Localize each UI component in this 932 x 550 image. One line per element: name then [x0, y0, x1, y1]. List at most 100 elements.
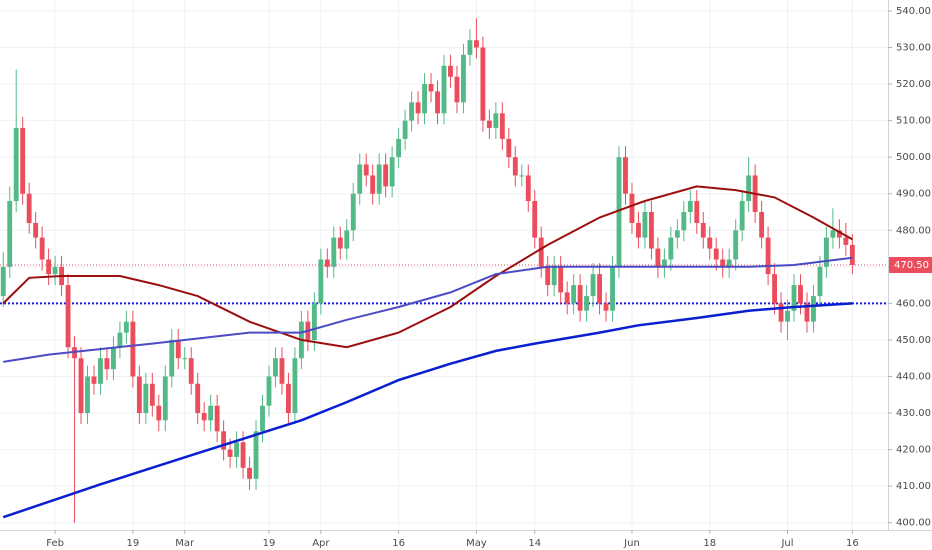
candle-body [558, 266, 564, 293]
candle-body [791, 285, 797, 311]
candle-body [253, 431, 259, 479]
candle-body [765, 237, 771, 275]
candle-body [435, 91, 440, 114]
candle-body [26, 193, 32, 223]
candle-body [681, 212, 687, 231]
candle-body [318, 259, 324, 304]
candle-body [415, 102, 421, 114]
candle-body [396, 138, 402, 158]
candle-body [195, 383, 201, 414]
candle-body [798, 285, 803, 304]
candle-body [337, 237, 343, 249]
candle-body [149, 383, 155, 406]
candle-body [169, 339, 175, 377]
candle-body [78, 358, 84, 414]
candle-body [843, 237, 849, 245]
candle-body [279, 358, 285, 384]
candle-body [616, 157, 622, 267]
candle-body [240, 442, 246, 468]
candle-body [700, 222, 706, 238]
candle-body [571, 285, 577, 304]
candle-body [370, 175, 376, 194]
y-tick-label: 480.00 [896, 225, 931, 236]
y-tick-label: 520.00 [896, 79, 931, 90]
candle-body [175, 339, 181, 359]
candle-body [98, 358, 103, 384]
candle-body [836, 230, 842, 238]
candle-body [661, 259, 667, 267]
x-tick-label: 19 [127, 538, 140, 549]
candle-body [104, 358, 110, 370]
candle-body [46, 259, 52, 275]
candle-body [91, 376, 97, 384]
candle-body [201, 413, 207, 421]
x-tick-label: Jul [780, 538, 793, 549]
candle-body [234, 442, 240, 457]
candle-body [823, 237, 829, 267]
candle-body [623, 157, 628, 194]
candle-body [655, 248, 661, 267]
candle-body [454, 76, 460, 103]
candle-body [473, 40, 479, 48]
candle-body [687, 201, 693, 212]
candle-body [350, 193, 356, 231]
candle-body [247, 467, 252, 479]
candle-body [363, 164, 369, 176]
candle-body [603, 303, 609, 311]
candle-body [7, 201, 13, 267]
candle-body [532, 201, 538, 238]
price-label-box [889, 257, 932, 273]
candle-body [480, 47, 486, 121]
candle-body [130, 321, 136, 377]
candle-body [33, 222, 39, 238]
candle-body [409, 102, 415, 121]
candle-body [577, 285, 583, 311]
x-tick-label: Apr [312, 538, 330, 549]
y-tick-label: 400.00 [896, 518, 931, 529]
y-tick-label: 490.00 [896, 189, 931, 200]
candle-body [739, 201, 745, 231]
candle-body [746, 175, 752, 202]
y-tick-label: 410.00 [896, 481, 931, 492]
y-tick-label: 440.00 [896, 371, 931, 382]
candle-body [590, 274, 596, 297]
candle-body [461, 54, 466, 103]
candle-body [493, 113, 499, 128]
moving-average-line [2, 302, 853, 519]
y-tick-label: 460.00 [896, 298, 931, 309]
x-tick-label: Jun [623, 538, 640, 549]
candle-body [65, 285, 71, 348]
y-tick-label: 540.00 [896, 6, 931, 17]
y-tick-label: 500.00 [896, 152, 931, 163]
candle-body [292, 358, 298, 414]
candle-body [227, 449, 233, 457]
candle-body [584, 296, 590, 311]
x-tick-label: 16 [392, 538, 405, 549]
candle-body [383, 164, 389, 187]
candle-body [441, 65, 447, 114]
candle-body [519, 175, 525, 177]
candle-body [324, 259, 330, 267]
candle-body [636, 222, 641, 238]
price-label: 470.50 [894, 260, 929, 271]
candle-body [311, 303, 317, 340]
candle-body [849, 244, 855, 265]
candle-body [726, 259, 732, 267]
candle-body [512, 157, 518, 176]
y-tick-label: 420.00 [896, 445, 931, 456]
candle-body [188, 358, 194, 384]
moving-average-line [2, 185, 853, 349]
candle-body [214, 405, 220, 432]
candle-body [331, 237, 337, 267]
candle-body [428, 84, 434, 92]
candle-body [551, 266, 557, 286]
candle-body [273, 358, 278, 377]
candle-body [260, 405, 265, 432]
candle-body [674, 230, 680, 238]
candle-body [376, 164, 382, 194]
candle-body [85, 376, 90, 414]
candle-body [525, 175, 531, 202]
candle-body [357, 164, 363, 194]
candle-body [668, 237, 674, 260]
